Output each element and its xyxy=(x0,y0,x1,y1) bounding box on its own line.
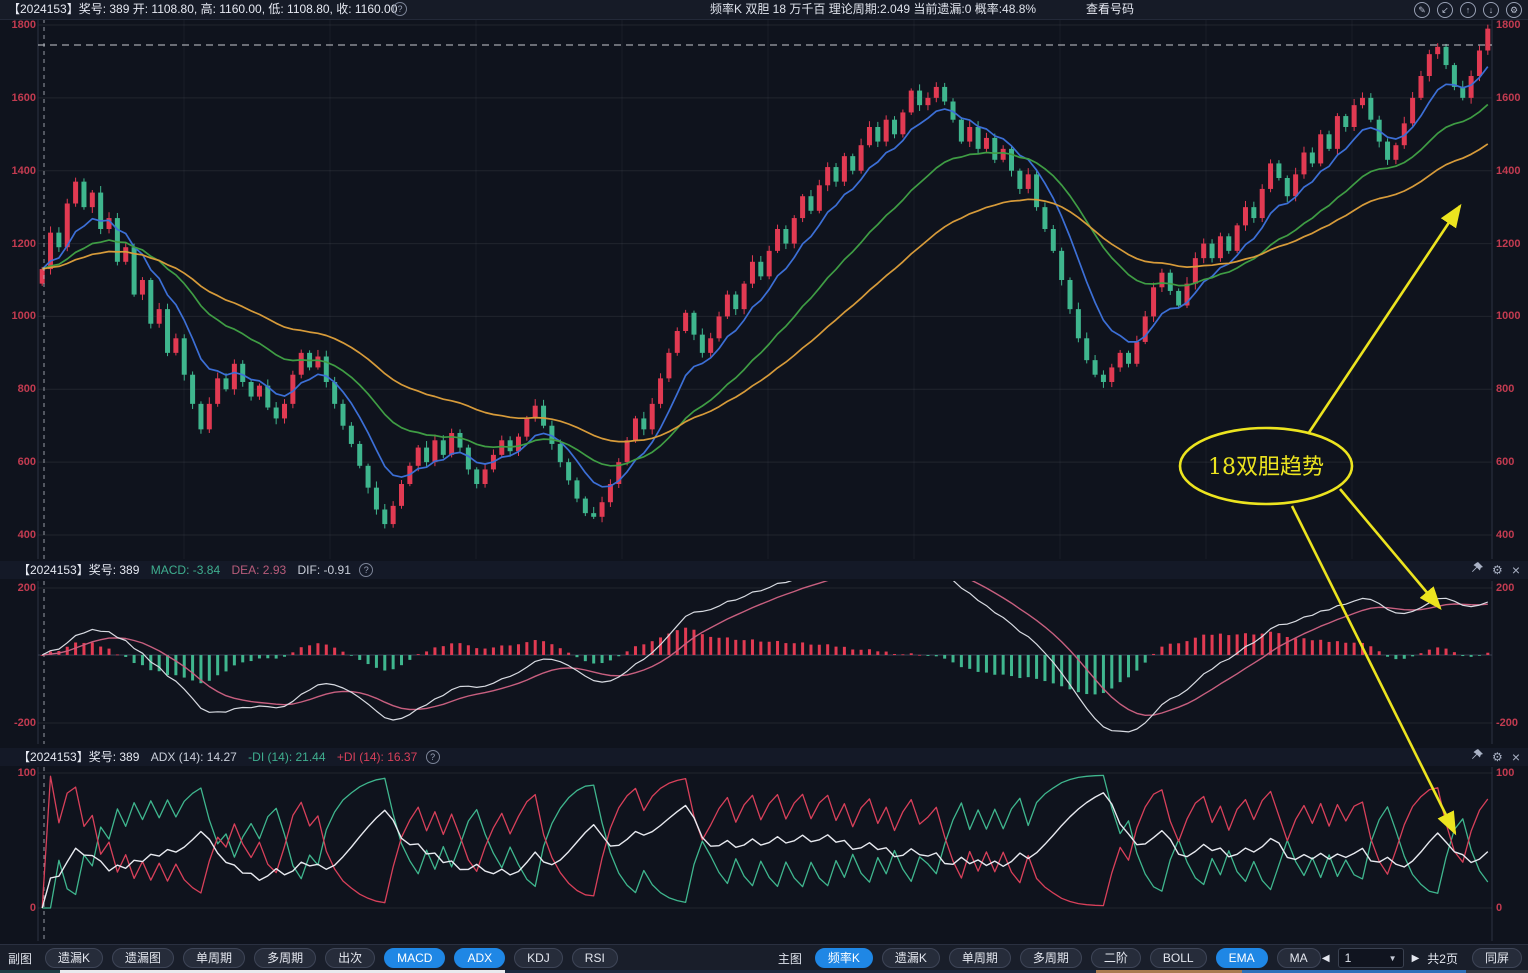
help-icon[interactable]: ? xyxy=(359,563,374,577)
close-icon[interactable]: × xyxy=(1511,749,1520,765)
gear-icon[interactable]: ⚙ xyxy=(1492,750,1503,764)
main-ytick-right: 1800 xyxy=(1496,19,1521,31)
plus-di-value: +DI (14): 16.37 xyxy=(336,750,418,764)
macd-ytick-left: -200 xyxy=(13,717,36,729)
issue-and-ohlc-readout: 【2024153】奖号: 389 开: 1108.80, 高: 1160.00,… xyxy=(8,2,398,16)
prev-page-icon[interactable]: ◀ xyxy=(1321,952,1330,964)
help-icon[interactable]: ? xyxy=(425,750,440,764)
adx-chart-plot[interactable] xyxy=(38,767,1492,942)
scrollbar-segment xyxy=(1096,970,1242,973)
main-ytick-right: 1000 xyxy=(1496,310,1521,322)
main-ytick-right: 1600 xyxy=(1496,92,1521,104)
edit-icon[interactable]: ✎ xyxy=(1414,2,1430,18)
page-number: 1 xyxy=(1344,951,1352,965)
main-ytick-left: 1800 xyxy=(11,19,36,31)
total-pages-label: 共2页 xyxy=(1427,951,1458,966)
scrollbar-segment xyxy=(60,970,505,973)
macd-ytick-left: 200 xyxy=(17,582,36,594)
toolbar-button-rsi[interactable]: RSI xyxy=(571,948,618,968)
scrollbar-segment xyxy=(505,970,1096,973)
main-ytick-left: 1600 xyxy=(11,92,36,104)
bottom-scrollbar[interactable] xyxy=(0,970,1528,973)
help-icon[interactable]: ? xyxy=(393,2,407,16)
scrollbar-segment xyxy=(0,970,60,973)
minus-di-value: -DI (14): 21.44 xyxy=(248,750,326,764)
toolbar-button-ema[interactable]: EMA xyxy=(1215,948,1268,968)
toolbar-button-chuci[interactable]: 出次 xyxy=(325,948,376,968)
arrow-down-icon[interactable]: ↓ xyxy=(1483,2,1499,18)
top-header-bar: 【2024153】奖号: 389 开: 1108.80, 高: 1160.00,… xyxy=(0,0,1528,20)
pin-icon[interactable] xyxy=(1471,562,1484,578)
macd-ytick-right: 200 xyxy=(1496,582,1515,594)
main-ytick-left: 800 xyxy=(17,383,36,395)
macd-ytick-right: -200 xyxy=(1496,717,1519,729)
macd-header-bar: 【2024153】奖号: 389 MACD: -3.84 DEA: 2.93 D… xyxy=(0,561,1528,579)
main-ytick-left: 400 xyxy=(17,529,36,541)
main-chart-plot[interactable] xyxy=(38,19,1492,559)
toolbar-button-single-period-main[interactable]: 单周期 xyxy=(948,948,1011,968)
macd-panel-title: 【2024153】奖号: 389 xyxy=(18,563,140,577)
toolbar-button-yilou-k[interactable]: 遗漏K xyxy=(45,948,104,968)
toolbar-button-macd[interactable]: MACD xyxy=(384,948,446,968)
indicator-summary: 频率K 双胆 18 万千百 理论周期:2.049 当前遗漏:0 概率:48.8% xyxy=(710,2,1037,16)
main-ytick-left: 1000 xyxy=(11,310,36,322)
mainchart-group-label: 主图 xyxy=(777,951,802,966)
scrollbar-segment xyxy=(1466,970,1528,973)
page-select[interactable]: 1 ▼ xyxy=(1337,948,1404,968)
arrow-up-icon[interactable]: ↑ xyxy=(1460,2,1476,18)
toolbar-button-freq-k[interactable]: 频率K xyxy=(814,948,873,968)
adx-value: ADX (14): 14.27 xyxy=(150,750,237,764)
caret-down-icon: ▼ xyxy=(1388,953,1397,963)
close-icon[interactable]: × xyxy=(1511,562,1520,578)
gear-icon[interactable]: ⚙ xyxy=(1492,563,1503,577)
pan-icon[interactable]: ↙ xyxy=(1437,2,1453,18)
main-ytick-right: 1200 xyxy=(1496,238,1521,250)
main-ytick-right: 800 xyxy=(1496,383,1515,395)
toolbar-button-ma[interactable]: MA xyxy=(1276,948,1321,968)
pin-icon[interactable] xyxy=(1471,749,1484,765)
adx-ytick-right: 0 xyxy=(1496,902,1503,914)
bottom-toolbar: 副图 遗漏K 遗漏图 单周期 多周期 出次 MACD ADX KDJ RSI 主… xyxy=(0,944,1528,971)
toolbar-button-multi-period-main[interactable]: 多周期 xyxy=(1019,948,1082,968)
main-ytick-right: 1400 xyxy=(1496,165,1521,177)
toolbar-button-second-order[interactable]: 二阶 xyxy=(1090,948,1141,968)
toolbar-button-yilou-chart[interactable]: 遗漏图 xyxy=(112,948,175,968)
scrollbar-segment xyxy=(1242,970,1466,973)
main-ytick-right: 600 xyxy=(1496,456,1515,468)
toolbar-button-yilou-k-main[interactable]: 遗漏K xyxy=(881,948,940,968)
toolbar-button-multi-period[interactable]: 多周期 xyxy=(254,948,317,968)
adx-ytick-left: 0 xyxy=(29,902,36,914)
toolbar-button-adx[interactable]: ADX xyxy=(454,948,506,968)
macd-value: MACD: -3.84 xyxy=(150,563,221,577)
main-ytick-left: 600 xyxy=(17,456,36,468)
dif-value: DIF: -0.91 xyxy=(297,563,351,577)
view-numbers-link[interactable]: 查看号码 xyxy=(1086,2,1135,16)
subchart-group-label: 副图 xyxy=(8,951,33,966)
dea-value: DEA: 2.93 xyxy=(231,563,287,577)
main-ytick-right: 400 xyxy=(1496,529,1515,541)
toolbar-button-kdj[interactable]: KDJ xyxy=(514,948,563,968)
adx-ytick-left: 100 xyxy=(17,767,36,779)
same-screen-button[interactable]: 同屏 xyxy=(1471,948,1522,968)
adx-panel-title: 【2024153】奖号: 389 xyxy=(18,750,140,764)
next-page-icon[interactable]: ▶ xyxy=(1411,952,1420,964)
toolbar-button-single-period[interactable]: 单周期 xyxy=(183,948,246,968)
toolbar-button-boll[interactable]: BOLL xyxy=(1149,948,1207,968)
main-ytick-left: 1400 xyxy=(11,165,36,177)
macd-chart-plot[interactable] xyxy=(38,580,1492,745)
adx-header-bar: 【2024153】奖号: 389 ADX (14): 14.27 -DI (14… xyxy=(0,748,1528,766)
main-ytick-left: 1200 xyxy=(11,238,36,250)
settings-icon[interactable]: ⚙ xyxy=(1506,2,1522,18)
adx-ytick-right: 100 xyxy=(1496,767,1515,779)
